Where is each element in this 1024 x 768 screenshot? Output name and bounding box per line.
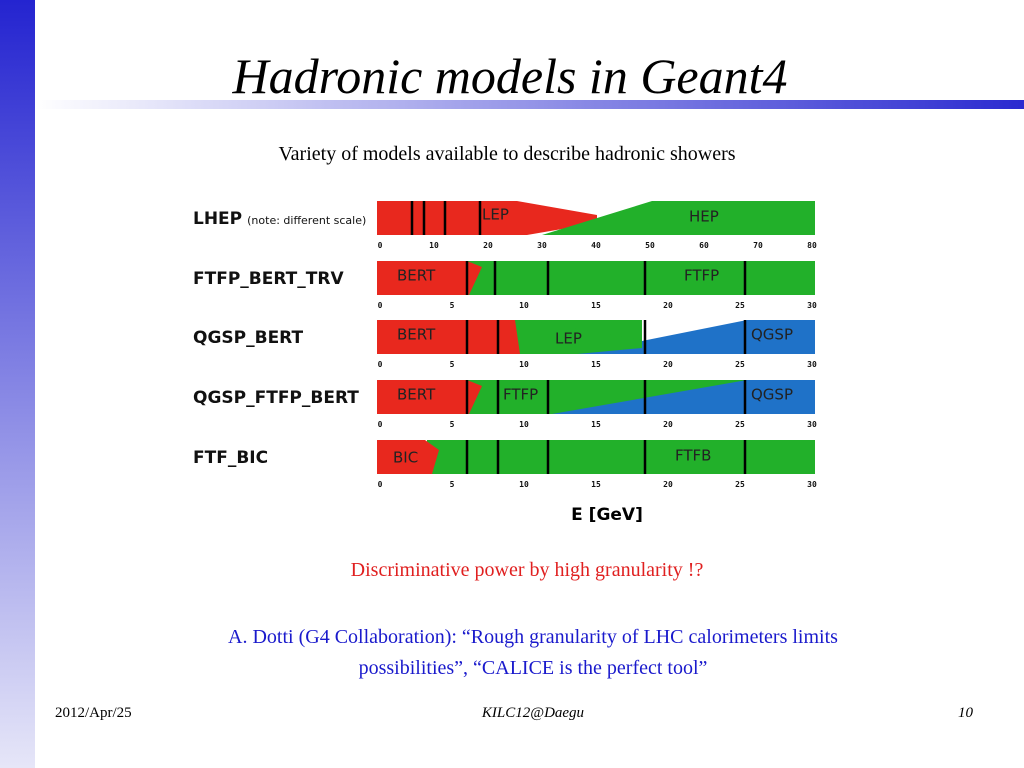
segment-label: BERT (397, 326, 436, 344)
quote-line: A. Dotti (G4 Collaboration): “Rough gran… (228, 626, 838, 648)
segment-label: HEP (689, 208, 719, 226)
region (465, 261, 815, 295)
model-note: (note: different scale) (247, 214, 366, 227)
tick-label: 10 (429, 241, 439, 250)
tick-label: 15 (591, 301, 601, 310)
segment-label: BERT (397, 267, 436, 285)
model-name: FTFP_BERT_TRV (193, 269, 344, 289)
tick-label: 30 (807, 420, 817, 429)
side-strip (0, 0, 35, 768)
region (377, 261, 482, 295)
tick-label: 15 (591, 420, 601, 429)
tick-label: 60 (699, 241, 709, 250)
model-name: FTF_BIC (193, 448, 268, 468)
tick-label: 10 (519, 360, 529, 369)
tick-label: 10 (519, 301, 529, 310)
tick-label: 80 (807, 241, 817, 250)
model-bar: BERT FTFP (377, 261, 815, 295)
tick-label: 10 (519, 420, 529, 429)
segment-label: LEP (555, 330, 582, 348)
tick-label: 0 (378, 360, 383, 369)
segment-label: BERT (397, 386, 436, 404)
segment-label: BIC (393, 449, 418, 467)
tick-label: 70 (753, 241, 763, 250)
region (377, 201, 597, 235)
highlight: Discriminative power by high granularity… (351, 559, 704, 581)
region (377, 440, 439, 474)
tick-label: 25 (735, 480, 745, 489)
segment-label: QGSP (751, 386, 793, 404)
tick-label: 20 (483, 241, 493, 250)
tick-label: 25 (735, 360, 745, 369)
tick-label: 0 (378, 420, 383, 429)
segment-label: FTFP (684, 267, 719, 285)
region (377, 320, 520, 354)
region (542, 201, 815, 235)
tick-label: 15 (591, 480, 601, 489)
tick-label: 20 (663, 301, 673, 310)
tick-label: 50 (645, 241, 655, 250)
tick-label: 30 (807, 360, 817, 369)
segment-label: FTFP (503, 386, 538, 404)
tick-label: 20 (663, 480, 673, 489)
tick-label: 20 (663, 420, 673, 429)
tick-label: 15 (591, 360, 601, 369)
tick-label: 25 (735, 301, 745, 310)
tick-label: 0 (378, 480, 383, 489)
tick-label: 10 (519, 480, 529, 489)
footer-event: KILC12@Daegu (481, 705, 584, 721)
tick-label: 20 (663, 360, 673, 369)
quote-line: possibilities”, “CALICE is the perfect t… (359, 657, 708, 679)
subtitle: Variety of models available to describe … (278, 143, 735, 165)
segment-label: FTFB (675, 447, 711, 465)
tick-label: 5 (450, 480, 455, 489)
segment-label: QGSP (751, 326, 793, 344)
tick-label: 25 (735, 420, 745, 429)
model-bar: BIC FTFB (377, 440, 815, 474)
tick-label: 30 (807, 480, 817, 489)
tick-label: 5 (450, 420, 455, 429)
model-name: LHEP (193, 209, 242, 229)
region (552, 380, 815, 414)
axis-label: E [GeV] (571, 505, 643, 525)
segment-label: LEP (482, 206, 509, 224)
tick-label: 30 (807, 301, 817, 310)
tick-label: 5 (450, 360, 455, 369)
page-number: 10 (958, 705, 974, 721)
title-rule (35, 100, 1024, 109)
region (527, 320, 642, 354)
region (427, 440, 815, 474)
tick-label: 5 (450, 301, 455, 310)
model-name: QGSP_BERT (193, 328, 304, 348)
tick-label: 0 (378, 241, 383, 250)
model-bar: BERT FTFP QGSP (377, 380, 815, 414)
model-bar: LEP HEP (377, 201, 815, 235)
model-name: QGSP_FTFP_BERT (193, 388, 359, 408)
tick-label: 0 (378, 301, 383, 310)
title: Hadronic models in Geant4 (231, 48, 787, 104)
model-bar: BERT LEP QGSP (377, 320, 815, 354)
footer-date: 2012/Apr/25 (55, 705, 132, 721)
tick-label: 40 (591, 241, 601, 250)
tick-label: 30 (537, 241, 547, 250)
region (377, 380, 482, 414)
